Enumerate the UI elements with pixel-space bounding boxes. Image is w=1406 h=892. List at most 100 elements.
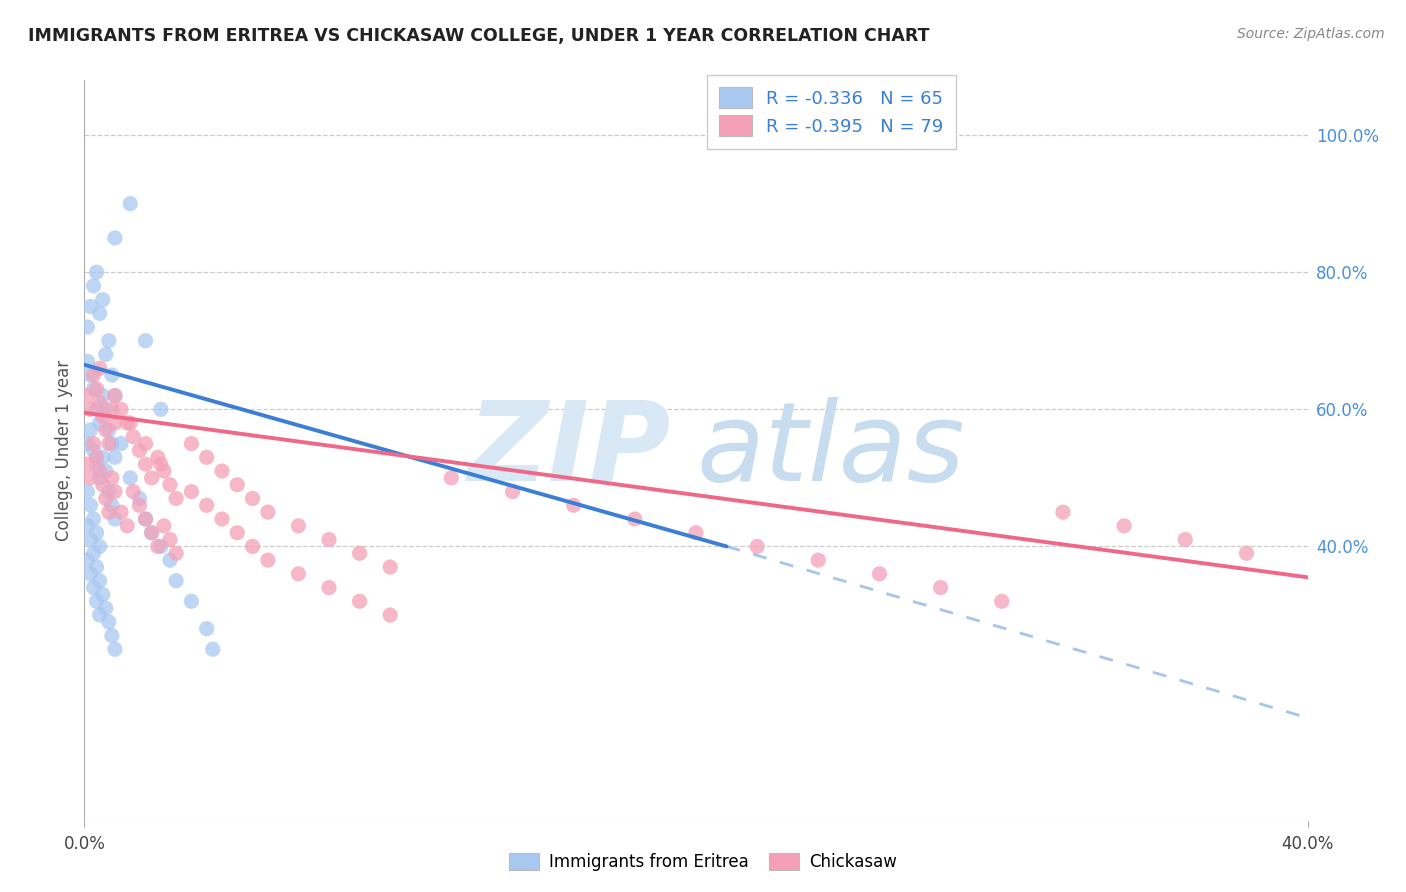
Point [76, 484, 98, 499]
Point [76, 436, 98, 450]
Point [159, 533, 181, 547]
Point [135, 334, 157, 348]
Point [83, 546, 105, 560]
Point [122, 430, 145, 444]
Point [869, 566, 891, 581]
Point [89, 471, 111, 485]
Point [685, 525, 707, 540]
Point [135, 436, 157, 450]
Point [83, 279, 105, 293]
Point [287, 519, 309, 533]
Point [104, 389, 127, 403]
Point [159, 553, 181, 567]
Point [1114, 519, 1136, 533]
Point [257, 553, 280, 567]
Point [115, 416, 138, 430]
Point [257, 505, 280, 519]
Point [76, 354, 98, 368]
Point [180, 484, 202, 499]
Point [180, 594, 202, 608]
Point [104, 450, 127, 465]
Point [89, 607, 111, 622]
Point [242, 540, 264, 554]
Point [624, 512, 647, 526]
Text: Source: ZipAtlas.com: Source: ZipAtlas.com [1237, 27, 1385, 41]
Point [83, 436, 105, 450]
Point [135, 457, 157, 471]
Point [86, 450, 108, 465]
Point [153, 519, 176, 533]
Point [128, 498, 150, 512]
Point [94, 347, 117, 361]
Point [79, 423, 101, 437]
Point [562, 498, 585, 512]
Point [104, 231, 127, 245]
Point [83, 512, 105, 526]
Legend: R = -0.336   N = 65, R = -0.395   N = 79: R = -0.336 N = 65, R = -0.395 N = 79 [707, 75, 956, 149]
Point [349, 546, 371, 560]
Point [104, 642, 127, 657]
Text: IMMIGRANTS FROM ERITREA VS CHICKASAW COLLEGE, UNDER 1 YEAR CORRELATION CHART: IMMIGRANTS FROM ERITREA VS CHICKASAW COL… [28, 27, 929, 45]
Point [195, 498, 218, 512]
Point [76, 553, 98, 567]
Point [195, 450, 218, 465]
Point [141, 525, 163, 540]
Point [94, 402, 117, 417]
Point [122, 484, 145, 499]
Point [104, 512, 127, 526]
Point [747, 540, 769, 554]
Point [201, 642, 224, 657]
Point [318, 581, 340, 595]
Point [83, 443, 105, 458]
Point [180, 436, 202, 450]
Point [83, 382, 105, 396]
Point [115, 519, 138, 533]
Point [153, 464, 176, 478]
Text: atlas: atlas [696, 397, 965, 504]
Point [165, 491, 187, 506]
Point [97, 484, 120, 499]
Point [97, 615, 120, 629]
Point [120, 416, 142, 430]
Point [149, 457, 172, 471]
Point [86, 382, 108, 396]
Point [226, 477, 249, 491]
Point [146, 540, 169, 554]
Point [120, 196, 142, 211]
Point [380, 607, 402, 622]
Point [287, 566, 309, 581]
Legend: Immigrants from Eritrea, Chickasaw: Immigrants from Eritrea, Chickasaw [501, 845, 905, 880]
Point [318, 533, 340, 547]
Point [89, 574, 111, 588]
Point [101, 471, 124, 485]
Point [195, 622, 218, 636]
Point [97, 334, 120, 348]
Point [86, 265, 108, 279]
Text: ZIP: ZIP [468, 397, 672, 504]
Point [83, 581, 105, 595]
Point [104, 416, 127, 430]
Point [79, 471, 101, 485]
Point [94, 491, 117, 506]
Point [104, 389, 127, 403]
Point [76, 519, 98, 533]
Point [128, 443, 150, 458]
Point [159, 477, 181, 491]
Point [110, 436, 132, 450]
Point [149, 402, 172, 417]
Point [94, 601, 117, 615]
Point [440, 471, 463, 485]
Point [97, 505, 120, 519]
Point [211, 464, 233, 478]
Point [135, 512, 157, 526]
Point [89, 416, 111, 430]
Point [79, 368, 101, 382]
Point [101, 402, 124, 417]
Y-axis label: College, Under 1 year: College, Under 1 year [55, 359, 73, 541]
Point [94, 423, 117, 437]
Point [86, 525, 108, 540]
Point [91, 477, 114, 491]
Point [101, 628, 124, 642]
Point [141, 471, 163, 485]
Point [101, 436, 124, 450]
